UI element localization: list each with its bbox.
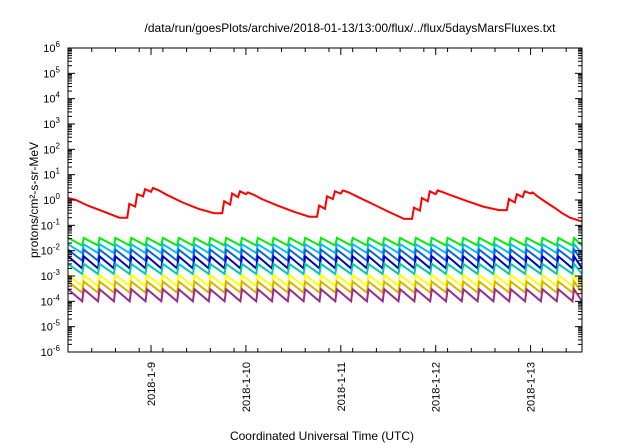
series-line-9 [67,286,583,304]
y-axis-label: protons/cm²-s-sr-MeV [27,142,41,258]
y-tick-label: 10-6 [41,344,61,359]
y-tick-label: 100 [43,192,60,207]
x-axis-label: Coordinated Universal Time (UTC) [230,429,414,443]
x-tick-label: 2018-1-10 [241,362,253,412]
x-tick-label: 2018-1-12 [431,362,443,412]
series-line-3 [67,241,583,255]
plot-frame [67,47,583,353]
y-tick-label: 10-3 [41,268,61,283]
series-line-2 [67,235,583,248]
y-tick-label: 101 [43,167,60,182]
x-ticks: 2018-1-9 2018-1-10 2018-1-11 2018-1-12 2018-… [67,48,567,412]
y-tick-label: 10-2 [41,243,61,258]
y-tick-label: 10-1 [41,217,61,232]
series-line-5 [67,253,583,271]
y-tick-label: 102 [43,141,60,156]
series-layer [67,186,583,304]
y-ticks: 106 105 104 103 102 101 100 10-1 10-2 10-3 10-4 10-… [41,40,582,359]
chart-title: /data/run/goesPlots/archive/2018-01-13/1… [145,21,557,35]
x-tick-label: 2018-1-9 [146,362,158,406]
y-tick-label: 105 [43,65,60,80]
y-tick-label: 106 [43,40,60,55]
y-tick-label: 104 [43,91,60,106]
y-tick-label: 10-4 [41,293,61,308]
series-line-8 [67,278,583,295]
series-line-4 [67,246,583,263]
x-tick-label: 2018-1-13 [526,362,538,412]
y-tick-label: 10-5 [41,319,61,334]
series-line-6 [67,261,583,276]
series-line-7 [67,272,583,288]
y-tick-label: 103 [43,116,60,131]
x-tick-label: 2018-1-11 [336,362,348,411]
axes-layer [67,47,583,353]
series-line-1 [67,186,583,223]
